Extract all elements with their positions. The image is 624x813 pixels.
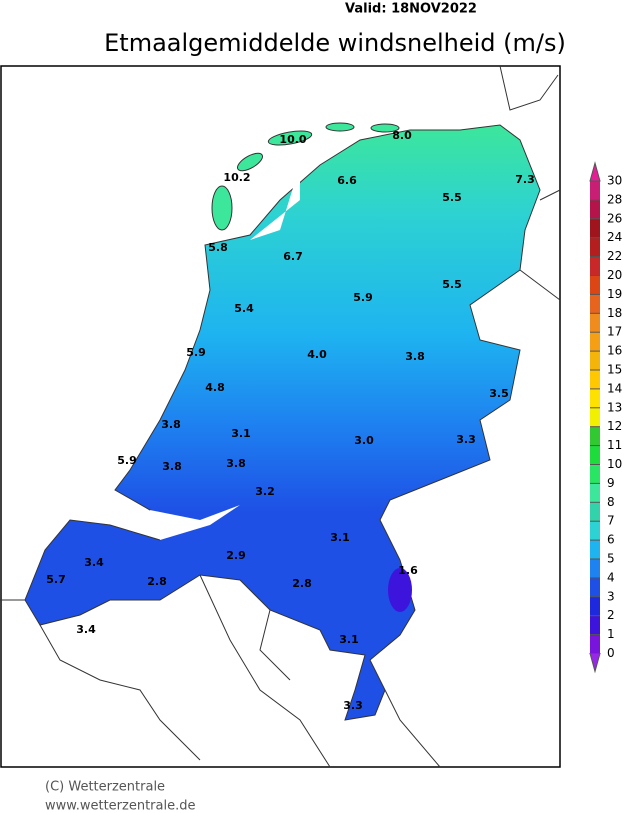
- colorbar-label: 22: [607, 249, 622, 263]
- station-value: 3.0: [354, 434, 374, 447]
- source-url: www.wetterzentrale.de: [45, 799, 195, 813]
- colorbar-segment: [590, 237, 600, 257]
- colorbar-bottom-arrow: [589, 653, 601, 674]
- station-value: 2.8: [147, 575, 167, 588]
- colorbar-label: 11: [607, 438, 622, 452]
- colorbar-label: 14: [607, 381, 622, 395]
- station-value: 3.4: [76, 623, 96, 636]
- station-value: 3.3: [343, 699, 363, 712]
- colorbar-segment: [590, 294, 600, 314]
- colorbar-segment: [590, 502, 600, 522]
- station-value: 3.8: [161, 418, 181, 431]
- station-value: 5.9: [117, 454, 137, 467]
- colorbar-label: 15: [607, 363, 622, 377]
- colorbar-segment: [590, 634, 600, 654]
- colorbar-label: 17: [607, 325, 622, 339]
- colorbar-label: 2: [607, 608, 615, 622]
- colorbar-segment: [590, 407, 600, 427]
- colorbar-segment: [590, 483, 600, 503]
- station-value: 3.1: [231, 427, 251, 440]
- colorbar-label: 12: [607, 419, 622, 433]
- copyright: (C) Wetterzentrale: [45, 780, 165, 795]
- colorbar-label: 13: [607, 400, 622, 414]
- colorbar-label: 4: [607, 570, 615, 584]
- colorbar-label: 24: [607, 230, 622, 244]
- station-value: 5.7: [46, 573, 66, 586]
- colorbar-label: 8: [607, 495, 615, 509]
- colorbar-label: 9: [607, 476, 615, 490]
- colorbar-label: 30: [607, 174, 622, 188]
- colorbar-segment: [590, 275, 600, 295]
- colorbar-label: 3: [607, 589, 615, 603]
- station-value: 4.8: [205, 381, 225, 394]
- colorbar-segment: [590, 313, 600, 333]
- colorbar-label: 19: [607, 287, 622, 301]
- colorbar-segment: [590, 521, 600, 541]
- colorbar-segment: [590, 577, 600, 597]
- colorbar-label: 20: [607, 268, 622, 282]
- station-value: 5.4: [234, 302, 254, 315]
- colorbar-label: 26: [607, 211, 622, 225]
- colorbar-segment: [590, 445, 600, 465]
- station-value: 4.0: [307, 348, 327, 361]
- map-title: Etmaalgemiddelde windsnelheid (m/s): [104, 29, 566, 57]
- station-value: 5.5: [442, 278, 462, 291]
- colorbar-segment: [590, 464, 600, 484]
- colorbar: 3028262422201918171615141312111098765432…: [589, 161, 622, 674]
- islands: [211, 122, 400, 231]
- colorbar-label: 10: [607, 457, 622, 471]
- colorbar-label: 0: [607, 646, 615, 660]
- colorbar-segment: [590, 218, 600, 238]
- colorbar-segment: [590, 351, 600, 370]
- station-value: 3.5: [489, 387, 509, 400]
- colorbar-label: 18: [607, 306, 622, 320]
- station-value: 2.9: [226, 549, 246, 562]
- borders: [0, 65, 561, 768]
- station-value: 3.8: [162, 460, 182, 473]
- station-value: 5.8: [208, 241, 228, 254]
- station-value: 6.7: [283, 250, 303, 263]
- colorbar-segment: [590, 559, 600, 578]
- station-value: 8.0: [392, 129, 412, 142]
- station-value: 6.6: [337, 174, 357, 187]
- colorbar-segment: [590, 256, 600, 276]
- colorbar-segment: [590, 332, 600, 352]
- station-value: 2.8: [292, 577, 312, 590]
- station-value: 10.0: [279, 133, 306, 146]
- station-value: 3.1: [330, 531, 350, 544]
- station-value: 5.9: [186, 346, 206, 359]
- station-value: 3.8: [405, 350, 425, 363]
- colorbar-segment: [590, 199, 600, 219]
- colorbar-label: 6: [607, 533, 615, 547]
- colorbar-segment: [590, 596, 600, 616]
- valid-date: Valid: 18NOV2022: [345, 2, 477, 17]
- low-wind-area: [388, 568, 412, 612]
- colorbar-label: 28: [607, 192, 622, 206]
- colorbar-segment: [590, 181, 600, 200]
- station-value: 3.1: [339, 633, 359, 646]
- colorbar-top-arrow: [589, 161, 601, 182]
- colorbar-segment: [590, 540, 600, 559]
- station-value: 3.2: [255, 485, 275, 498]
- station-value: 5.9: [353, 291, 373, 304]
- station-value: 7.3: [515, 173, 535, 186]
- station-value: 1.6: [398, 564, 418, 577]
- station-value: 3.8: [226, 457, 246, 470]
- station-value: 3.4: [84, 556, 104, 569]
- colorbar-segment: [590, 388, 600, 408]
- station-value: 10.2: [223, 171, 250, 184]
- colorbar-segment: [590, 426, 600, 446]
- station-value: 5.5: [442, 191, 462, 204]
- colorbar-label: 5: [607, 552, 615, 566]
- colorbar-segment: [590, 370, 600, 389]
- colorbar-segment: [590, 615, 600, 635]
- colorbar-label: 1: [607, 627, 615, 641]
- station-value: 3.3: [456, 433, 476, 446]
- colorbar-label: 7: [607, 514, 615, 528]
- colorbar-label: 16: [607, 344, 622, 358]
- station-labels: 10.0 8.0 10.2 6.6 7.3 5.5 5.8 6.7 5.5 5.9 5.4 5.9 4.…: [46, 129, 535, 712]
